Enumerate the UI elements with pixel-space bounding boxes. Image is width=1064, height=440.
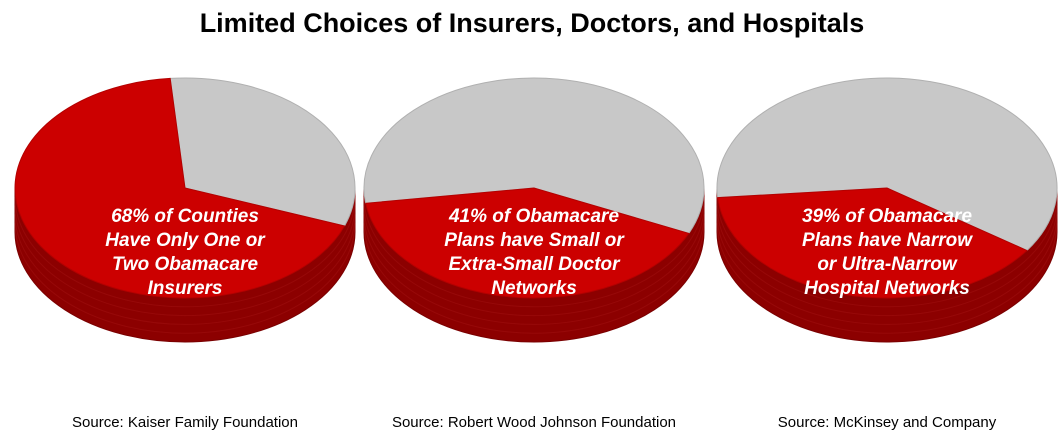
pie-side-ridge [363, 205, 705, 317]
pie-chart-insurers: 68% of Counties Have Only One or Two Obama… [14, 77, 356, 431]
pie-side-ridge [363, 196, 705, 308]
source-note: Source: McKinsey and Company [778, 414, 997, 431]
pie-chart-hospital-networks: 39% of Obamacare Plans have Narrow or Ultr… [716, 77, 1058, 431]
pie-side-ridge [14, 214, 356, 325]
pie-slice-highlight [14, 77, 346, 299]
pie-slice-remainder [716, 77, 1058, 252]
pie-side-ridge [363, 214, 705, 325]
pie-slice-remainder [169, 77, 356, 227]
source-note: Source: Robert Wood Johnson Foundation [392, 414, 676, 431]
chart-title: Limited Choices of Insurers, Doctors, an… [199, 8, 865, 38]
pie-slice-highlight [717, 187, 1028, 299]
pie-slice-label: 68% of Counties Have Only One or Two Obama… [105, 206, 266, 299]
pie-side-ridge [363, 223, 705, 334]
source-note: Source: Kaiser Family Foundation [72, 414, 298, 431]
pie-side-ridge [716, 223, 1058, 334]
pie-slice-label: 41% of Obamacare Plans have Small or Extra… [444, 206, 625, 299]
pie-side-ridge [14, 196, 356, 308]
pie-slice-label: 39% of Obamacare Plans have Narrow or Ultr… [802, 206, 973, 299]
pie-chart-doctor-networks: 41% of Obamacare Plans have Small or Extra… [363, 77, 705, 431]
pie-slice-remainder [363, 77, 705, 235]
pie-slice-highlight [365, 187, 690, 299]
pie-side-ridge [14, 205, 356, 317]
pie-side-ridge [716, 214, 1058, 325]
pie-side-ridge [716, 205, 1058, 317]
pie-side-ridge [14, 223, 356, 334]
pie-side-ridge [716, 196, 1058, 308]
